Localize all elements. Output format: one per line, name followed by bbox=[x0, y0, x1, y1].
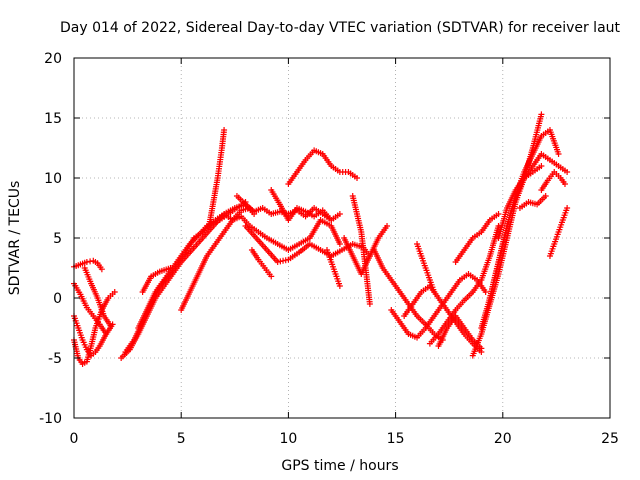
data-point bbox=[103, 331, 110, 337]
y-tick-label: 20 bbox=[44, 51, 62, 67]
data-point bbox=[111, 289, 118, 295]
axis-ticks: 0 5 10 15 20 25 -10 -5 0 5 10 15 20 bbox=[39, 51, 619, 447]
data-point bbox=[542, 193, 549, 199]
series-arc9 bbox=[139, 265, 174, 295]
series-arc18 bbox=[323, 247, 343, 289]
data-point bbox=[167, 265, 174, 271]
series-arc27 bbox=[452, 211, 502, 265]
data-point bbox=[336, 241, 343, 247]
series-arc11 bbox=[206, 127, 228, 229]
series-arc20 bbox=[349, 193, 373, 307]
series-arc1 bbox=[71, 257, 105, 273]
series-arc16 bbox=[268, 187, 343, 223]
y-tick-label: 0 bbox=[53, 291, 62, 307]
data-point bbox=[268, 273, 275, 280]
series-arc12 bbox=[221, 211, 343, 253]
series-arc8 bbox=[135, 211, 228, 331]
data-point bbox=[336, 283, 343, 289]
y-axis-label: SDTVAR / TECUs bbox=[7, 181, 23, 296]
data-point bbox=[555, 151, 562, 157]
data-point bbox=[561, 181, 568, 187]
data-point bbox=[354, 175, 361, 181]
data-point bbox=[431, 289, 438, 295]
data-point bbox=[478, 345, 485, 352]
x-tick-label: 0 bbox=[70, 431, 79, 447]
x-tick-label: 20 bbox=[494, 431, 512, 447]
series-arc34 bbox=[546, 205, 571, 259]
series-arc31 bbox=[495, 163, 545, 241]
series-arc29 bbox=[478, 127, 562, 331]
data-point bbox=[482, 289, 489, 295]
x-tick-label: 25 bbox=[601, 431, 619, 447]
data-point bbox=[366, 301, 373, 307]
data-point bbox=[538, 111, 545, 118]
data-point bbox=[495, 223, 502, 229]
x-axis-label: GPS time / hours bbox=[281, 458, 398, 474]
y-tick-label: 10 bbox=[44, 171, 62, 187]
data-point bbox=[107, 322, 114, 329]
series-arc32 bbox=[516, 193, 549, 211]
data-points bbox=[71, 111, 571, 367]
x-tick-label: 5 bbox=[177, 431, 186, 447]
y-tick-label: -5 bbox=[48, 351, 62, 367]
x-tick-label: 15 bbox=[387, 431, 405, 447]
series-arc15 bbox=[248, 247, 275, 280]
chart-title: Day 014 of 2022, Sidereal Day-to-day VTE… bbox=[60, 20, 621, 36]
series-arc5 bbox=[81, 265, 114, 329]
series-arc19 bbox=[341, 223, 391, 277]
y-tick-label: -10 bbox=[39, 411, 62, 427]
series-arc33 bbox=[538, 169, 568, 193]
data-point bbox=[98, 266, 105, 273]
data-point bbox=[221, 127, 228, 133]
x-tick-label: 10 bbox=[279, 431, 297, 447]
series-arc6 bbox=[118, 201, 258, 361]
series-arc26 bbox=[435, 313, 485, 352]
series-arc4 bbox=[71, 280, 110, 337]
data-point bbox=[564, 169, 571, 175]
data-point bbox=[538, 163, 545, 169]
y-tick-label: 15 bbox=[44, 111, 62, 127]
series-arc24 bbox=[414, 241, 438, 295]
series-arc17 bbox=[285, 147, 361, 187]
data-point bbox=[495, 211, 502, 217]
data-point bbox=[384, 223, 391, 229]
y-tick-label: 5 bbox=[53, 231, 62, 247]
data-point bbox=[564, 205, 571, 211]
data-point bbox=[336, 211, 343, 217]
